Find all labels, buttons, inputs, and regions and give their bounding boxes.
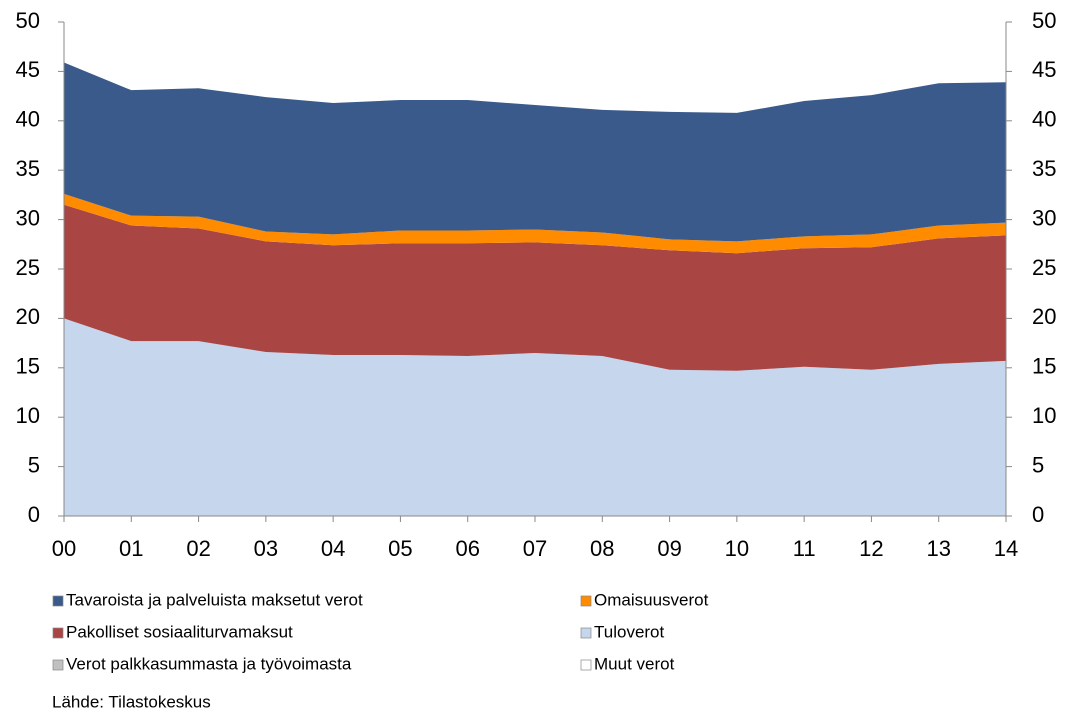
y-tick-label: 25 bbox=[16, 255, 40, 280]
x-tick-label: 01 bbox=[119, 536, 143, 561]
legend-swatch bbox=[52, 595, 64, 607]
x-tick-label: 06 bbox=[455, 536, 479, 561]
y-tick-label: 20 bbox=[16, 304, 40, 329]
y2-tick-label: 40 bbox=[1032, 107, 1056, 132]
x-tick-label: 02 bbox=[186, 536, 210, 561]
x-tick-label: 05 bbox=[388, 536, 412, 561]
y-tick-label: 30 bbox=[16, 205, 40, 230]
area bbox=[64, 318, 1006, 516]
y-tick-label: 45 bbox=[16, 57, 40, 82]
legend-label: Tuloverot bbox=[594, 622, 665, 641]
y2-tick-label: 50 bbox=[1032, 8, 1056, 33]
x-tick-label: 09 bbox=[657, 536, 681, 561]
legend-label: Tavaroista ja palveluista maksetut verot bbox=[66, 590, 363, 609]
legend-swatch bbox=[52, 627, 64, 639]
x-tick-label: 07 bbox=[523, 536, 547, 561]
x-tick-label: 11 bbox=[793, 536, 816, 561]
y2-tick-label: 5 bbox=[1032, 452, 1044, 477]
area bbox=[64, 62, 1006, 242]
legend-label: Pakolliset sosiaaliturvamaksut bbox=[66, 622, 293, 641]
y2-tick-label: 45 bbox=[1032, 57, 1056, 82]
legend-label: Muut verot bbox=[594, 654, 675, 673]
legend-swatch bbox=[580, 595, 592, 607]
legend-swatch bbox=[580, 627, 592, 639]
legend-label: Omaisuusverot bbox=[594, 590, 709, 609]
x-tick-label: 14 bbox=[994, 536, 1018, 561]
y2-tick-label: 15 bbox=[1032, 354, 1056, 379]
y-tick-label: 10 bbox=[16, 403, 40, 428]
area bbox=[64, 204, 1006, 371]
x-tick-label: 00 bbox=[52, 536, 76, 561]
y2-tick-label: 0 bbox=[1032, 502, 1044, 527]
y-tick-label: 15 bbox=[16, 354, 40, 379]
area bbox=[64, 193, 1006, 254]
x-tick-label: 08 bbox=[590, 536, 614, 561]
y2-tick-label: 35 bbox=[1032, 156, 1056, 181]
y2-tick-label: 10 bbox=[1032, 403, 1056, 428]
legend-swatch bbox=[52, 659, 64, 671]
y2-tick-label: 30 bbox=[1032, 205, 1056, 230]
x-tick-label: 04 bbox=[321, 536, 345, 561]
legend-swatch bbox=[580, 659, 592, 671]
source: Lähde: Tilastokeskus bbox=[52, 692, 211, 711]
y-tick-label: 5 bbox=[28, 452, 40, 477]
x-tick-label: 12 bbox=[859, 536, 883, 561]
y-tick-label: 35 bbox=[16, 156, 40, 181]
y2-tick-label: 20 bbox=[1032, 304, 1056, 329]
y-tick-label: 40 bbox=[16, 107, 40, 132]
x-tick-label: 03 bbox=[254, 536, 278, 561]
y-tick-label: 50 bbox=[16, 8, 40, 33]
x-tick-label: 10 bbox=[725, 536, 749, 561]
y-tick-label: 0 bbox=[28, 502, 40, 527]
legend-label: Verot palkkasummasta ja työvoimasta bbox=[66, 654, 352, 673]
y2-tick-label: 25 bbox=[1032, 255, 1056, 280]
x-tick-label: 13 bbox=[926, 536, 950, 561]
